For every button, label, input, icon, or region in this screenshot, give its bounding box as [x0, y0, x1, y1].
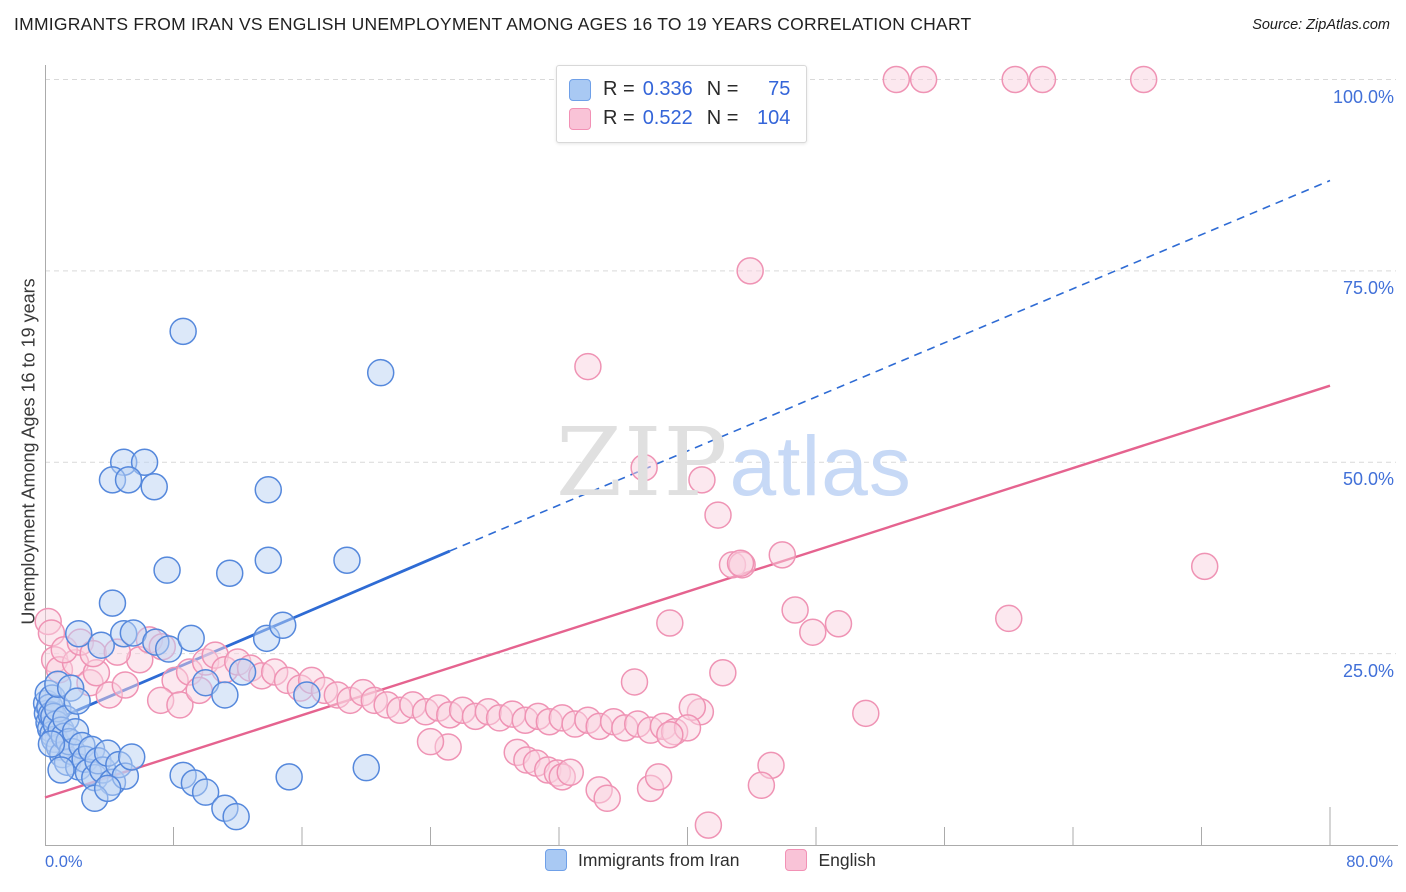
data-point-iran [222, 802, 250, 831]
data-point-english [709, 659, 737, 687]
data-point-iran [275, 763, 303, 791]
data-point-iran [333, 546, 361, 574]
data-point-english [644, 763, 673, 791]
data-point-iran [140, 472, 168, 501]
legend-row-english: R = 0.522 N = 104 [569, 104, 790, 133]
legend-row-iran: R = 0.336 N = 75 [569, 75, 790, 104]
english-trend-line [44, 384, 1331, 799]
y-tick-label-100: 100.0% [1332, 86, 1394, 107]
data-point-english [882, 65, 911, 94]
data-point-english [416, 727, 445, 756]
data-point-iran [228, 658, 257, 686]
data-point-iran [254, 476, 283, 504]
data-point-english [574, 352, 602, 381]
data-point-iran [153, 556, 181, 584]
data-point-english [593, 784, 621, 813]
data-point-english [166, 691, 194, 719]
n-label: N = [706, 107, 739, 129]
data-point-english [656, 609, 684, 637]
data-point-iran [130, 448, 159, 476]
data-point-iran [191, 778, 220, 806]
data-point-iran [64, 619, 93, 648]
y-tick-label-50: 50.0% [1342, 469, 1394, 490]
data-point-english [111, 671, 140, 699]
source-attribution: Source: ZipAtlas.com [1252, 17, 1390, 33]
y-tick-label-25: 25.0% [1342, 660, 1394, 681]
data-point-iran [98, 589, 127, 617]
page-title: IMMIGRANTS FROM IRAN VS ENGLISH UNEMPLOY… [14, 14, 972, 34]
data-point-english [768, 541, 797, 569]
data-point-english [704, 501, 732, 529]
data-point-english [995, 604, 1023, 633]
r-value-english: 0.522 [642, 107, 693, 129]
data-point-iran [63, 687, 91, 715]
iran-trend-line-dashed-extrapolation [449, 179, 1331, 552]
r-label: R = [603, 78, 635, 100]
data-point-iran [352, 753, 380, 782]
correlation-stats-legend: R = 0.336 N = 75 R = 0.522 N = 104 [556, 65, 808, 143]
r-value-iran: 0.336 [642, 78, 693, 100]
data-point-english [620, 668, 649, 696]
data-point-iran [268, 611, 297, 640]
legend-item-label: English [818, 849, 876, 870]
data-point-english [1190, 552, 1219, 581]
data-point-english [824, 610, 853, 638]
legend-item-english: English [785, 849, 876, 871]
data-point-iran [293, 681, 321, 709]
legend-item-label: Immigrants from Iran [578, 849, 740, 870]
data-point-iran [93, 774, 122, 803]
data-point-iran [177, 624, 205, 653]
data-point-english [1028, 65, 1057, 94]
data-point-iran [154, 635, 183, 663]
data-point-iran [37, 730, 66, 758]
n-value-english: 104 [757, 107, 791, 129]
english-swatch [785, 849, 808, 871]
data-point-english [630, 453, 658, 482]
data-point-iran [47, 756, 75, 784]
data-point-english [688, 466, 716, 494]
data-point-iran [117, 743, 146, 771]
data-point-english [909, 65, 938, 94]
x-axis-max-label: 80.0% [1346, 853, 1393, 871]
data-point-english [556, 758, 584, 787]
y-axis-title: Unemployment Among Ages 16 to 19 years [18, 278, 39, 625]
data-point-english [852, 699, 880, 728]
data-point-iran [211, 681, 239, 709]
data-point-iran [254, 546, 283, 574]
series-legend: Immigrants from Iran English [545, 849, 876, 871]
iran-swatch [545, 849, 567, 871]
x-axis-min-label: 0.0% [45, 853, 83, 871]
n-value-iran: 75 [768, 78, 791, 100]
data-point-iran [215, 559, 244, 587]
data-point-english [736, 257, 764, 285]
data-point-english [747, 771, 776, 800]
data-point-iran [114, 466, 143, 494]
legend-item-iran: Immigrants from Iran [545, 849, 739, 871]
data-point-english [656, 721, 684, 749]
iran-swatch [569, 78, 591, 101]
n-label: N = [706, 78, 739, 100]
data-point-english [1129, 65, 1158, 94]
y-tick-label-75: 75.0% [1342, 277, 1394, 298]
data-point-english [726, 549, 755, 578]
data-point-english [799, 618, 827, 646]
data-point-english [781, 596, 809, 624]
data-point-iran [191, 668, 220, 697]
english-swatch [569, 107, 591, 130]
data-point-iran [366, 358, 395, 387]
data-point-english [694, 811, 723, 839]
data-point-iran [87, 631, 115, 659]
data-point-iran [169, 317, 197, 346]
r-label: R = [603, 107, 635, 129]
data-point-english [1001, 65, 1029, 94]
